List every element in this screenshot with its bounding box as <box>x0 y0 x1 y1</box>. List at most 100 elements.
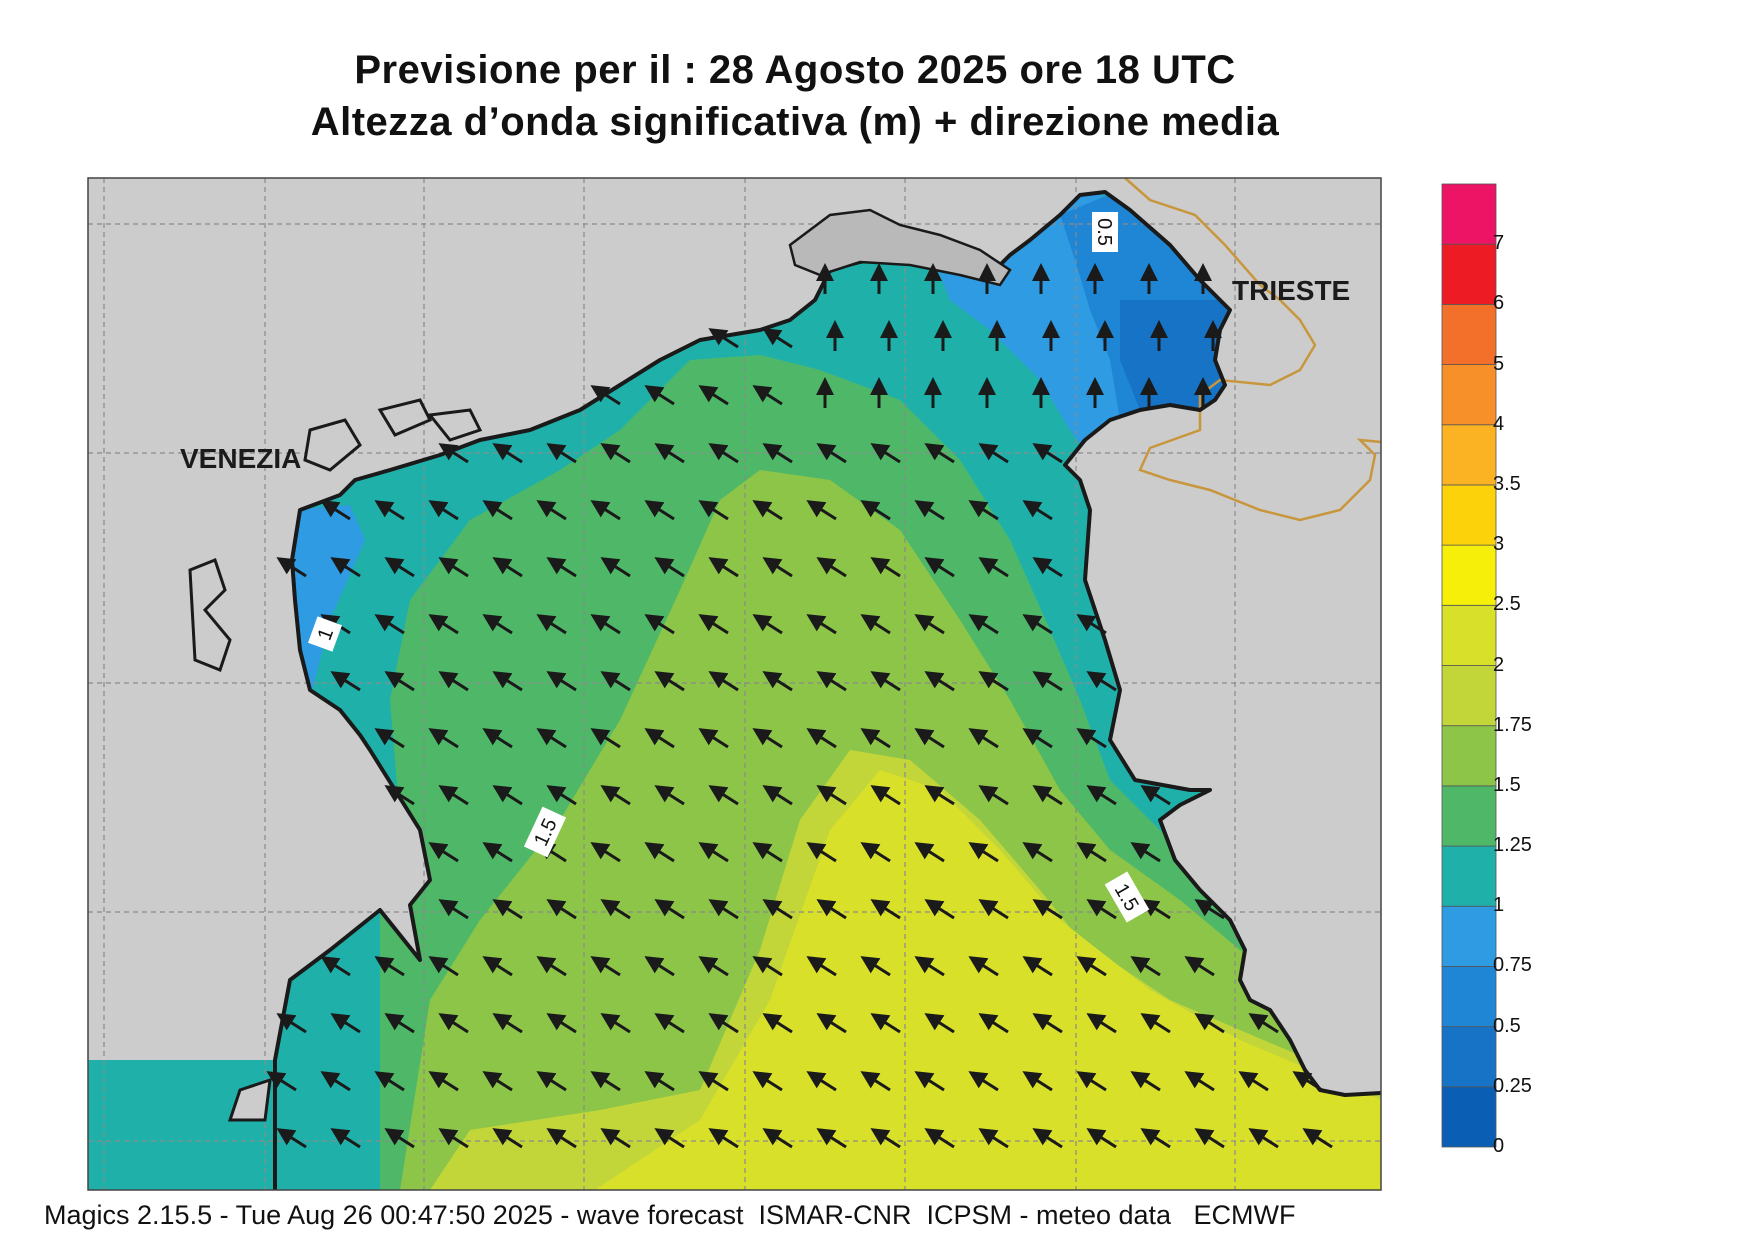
wave-arrow <box>914 956 945 977</box>
wave-arrow <box>320 500 351 521</box>
wave-arrow <box>590 614 621 635</box>
wave-arrow <box>600 785 631 806</box>
wave-arrow <box>482 956 513 977</box>
colorbar-swatch <box>1441 303 1497 365</box>
wave-arrow <box>860 1071 891 1092</box>
wave-arrow <box>438 899 469 920</box>
wave-arrow <box>1140 785 1171 806</box>
wave-arrow <box>870 443 901 464</box>
wave-arrow <box>708 899 739 920</box>
wave-arrow <box>374 728 405 749</box>
wave-arrow <box>1184 956 1215 977</box>
wave-arrow <box>654 671 685 692</box>
colorbar-label: 1 <box>1493 894 1505 917</box>
wave-arrow <box>1184 1071 1215 1092</box>
wave-arrow <box>978 1128 1009 1149</box>
wave-arrow <box>492 785 523 806</box>
wave-arrow <box>752 842 783 863</box>
colorbar-swatch <box>1441 905 1497 967</box>
wave-arrow <box>536 614 567 635</box>
wave-arrow <box>492 1128 523 1149</box>
wave-arrow <box>482 500 513 521</box>
colorbar-swatch <box>1441 845 1497 907</box>
wave-arrow <box>1032 1013 1063 1034</box>
wave-arrow <box>870 671 901 692</box>
wave-arrow <box>708 1128 739 1149</box>
wave-arrow <box>752 1071 783 1092</box>
wave-arrow <box>816 1128 847 1149</box>
wave-arrow <box>708 443 739 464</box>
wave-arrow <box>428 614 459 635</box>
wave-arrow <box>590 1071 621 1092</box>
lagoon-islands <box>188 398 483 1122</box>
wave-arrow <box>1194 1128 1225 1149</box>
wave-arrow <box>330 1013 361 1034</box>
wave-arrow <box>816 1013 847 1034</box>
wave-arrow <box>438 785 469 806</box>
wave-arrow <box>492 671 523 692</box>
wave-arrow <box>1022 728 1053 749</box>
wave-arrow <box>978 443 1009 464</box>
map-frame <box>87 177 1382 1191</box>
wave-arrow <box>762 899 793 920</box>
wave-arrow <box>654 1013 685 1034</box>
colorbar-label: 3.5 <box>1493 472 1521 495</box>
wave-arrow <box>914 1071 945 1092</box>
wave-arrow <box>654 557 685 578</box>
wave-arrow <box>1086 785 1117 806</box>
wave-arrow <box>762 328 793 349</box>
colorbar-label: 1.75 <box>1493 713 1532 736</box>
wave-arrow <box>816 443 847 464</box>
wave-arrow <box>1140 899 1171 920</box>
wave-arrow <box>806 500 837 521</box>
wave-arrow <box>276 1013 307 1034</box>
wave-arrow <box>644 956 675 977</box>
wave-arrow <box>374 614 405 635</box>
wave-arrow <box>590 728 621 749</box>
wave-arrow <box>536 728 567 749</box>
wave-arrow <box>590 842 621 863</box>
colorbar-swatch <box>1441 183 1497 245</box>
wave-arrow <box>492 1013 523 1034</box>
wave-arrow <box>860 500 891 521</box>
wave-arrow <box>600 671 631 692</box>
wave-arrow <box>1076 614 1107 635</box>
wave-arrow <box>1032 1128 1063 1149</box>
wave-arrow <box>546 785 577 806</box>
wave-arrow <box>1086 671 1117 692</box>
wave-arrow <box>1130 1071 1161 1092</box>
colorbar-swatch <box>1441 966 1497 1028</box>
wave-arrow <box>914 614 945 635</box>
wave-arrow <box>698 500 729 521</box>
wave-arrow <box>384 557 415 578</box>
wave-arrow <box>536 500 567 521</box>
colorbar-swatch <box>1441 604 1497 666</box>
wave-arrow <box>698 385 729 406</box>
wave-arrow <box>1022 842 1053 863</box>
wave-arrow <box>698 1071 729 1092</box>
colorbar-swatch <box>1441 1086 1497 1148</box>
contour-label-1: 1 <box>307 616 343 652</box>
map-title: Previsione per il : 28 Agosto 2025 ore 1… <box>354 48 1236 92</box>
wave-arrow <box>708 328 739 349</box>
colorbar-swatch <box>1441 424 1497 486</box>
wave-arrow <box>762 1128 793 1149</box>
wave-arrow <box>978 1013 1009 1034</box>
wave-arrow <box>428 1071 459 1092</box>
wave-arrow <box>806 728 837 749</box>
wave-arrow <box>968 956 999 977</box>
wave-arrow <box>752 614 783 635</box>
svg-text:0.5: 0.5 <box>1093 218 1115 246</box>
colorbar-swatch <box>1441 364 1497 426</box>
wave-arrow <box>914 500 945 521</box>
wave-arrow <box>1140 1128 1171 1149</box>
colorbar-label: 0.75 <box>1493 954 1532 977</box>
wave-arrow <box>1086 1128 1117 1149</box>
wave-arrow <box>482 728 513 749</box>
wave-arrow <box>654 1128 685 1149</box>
wave-arrow <box>438 1128 469 1149</box>
wave-arrow <box>384 785 415 806</box>
wave-arrow <box>816 557 847 578</box>
wave-arrow <box>438 1013 469 1034</box>
wave-arrow <box>1086 1013 1117 1034</box>
